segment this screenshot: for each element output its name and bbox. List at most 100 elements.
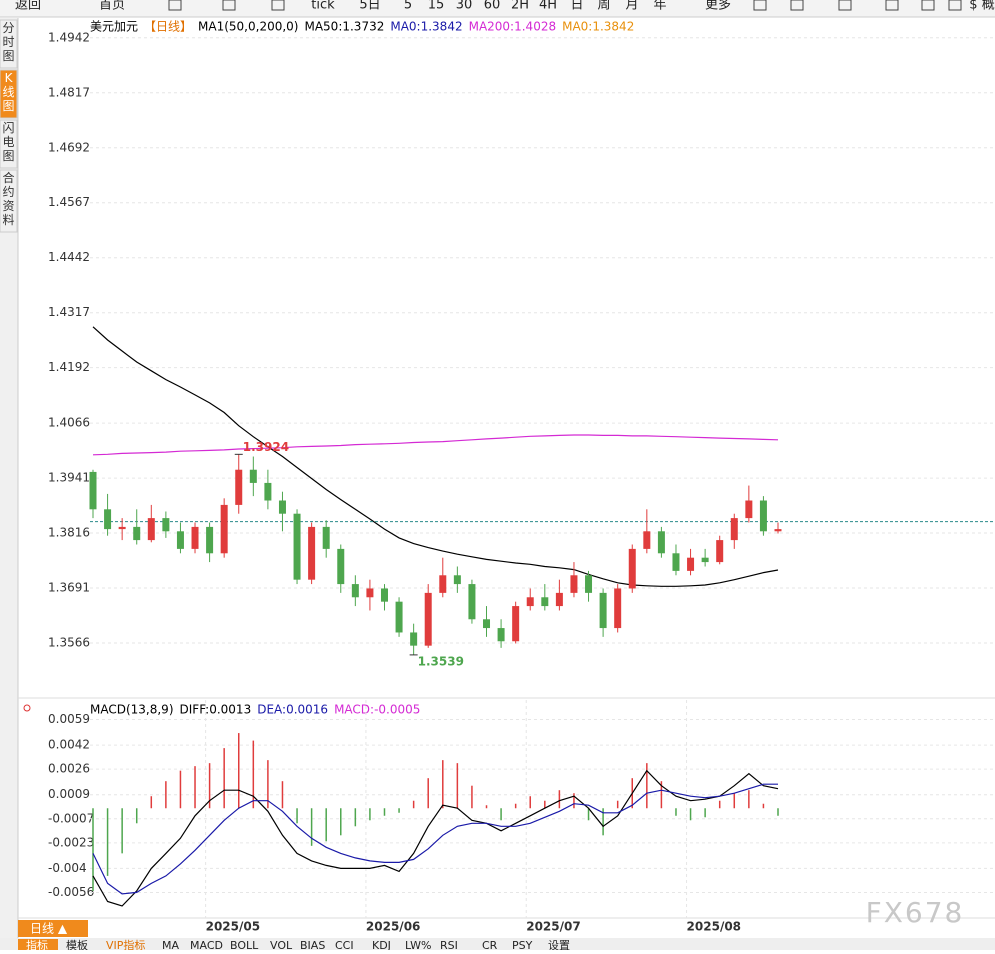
toolbar-icon[interactable] — [838, 0, 852, 11]
candle-body — [162, 518, 170, 532]
candle-body — [453, 575, 461, 585]
y-tick-label: 0.0009 — [48, 787, 90, 801]
settings-icon[interactable] — [23, 704, 31, 712]
candle-body — [133, 526, 141, 541]
toolbar-button[interactable]: 4H — [539, 0, 557, 13]
candle-body — [278, 500, 286, 514]
toolbar-button[interactable]: 5日 — [359, 0, 380, 13]
toolbar-icon[interactable] — [271, 0, 285, 11]
toolbar-icon[interactable] — [753, 0, 767, 11]
period-label: 【日线】 — [144, 20, 192, 34]
candle-body — [526, 597, 534, 607]
indicator-label: MA0:1.3842 — [390, 20, 462, 34]
bottom-tab[interactable]: BOLL — [230, 939, 259, 952]
side-tab-label: K 线图 — [2, 71, 14, 113]
candle-body — [628, 548, 636, 589]
y-tick-label: -0.0056 — [48, 885, 94, 899]
period-label: 日线 ▲ — [30, 922, 68, 936]
candle-body — [483, 619, 491, 629]
candle-body — [716, 540, 724, 563]
toolbar-icon[interactable] — [222, 0, 236, 11]
toolbar-button[interactable]: 首页 — [99, 0, 125, 13]
chart-title: 美元加元 — [90, 20, 138, 34]
candle-body — [380, 588, 388, 602]
y-tick-label: 1.3566 — [48, 636, 90, 650]
candle-body — [643, 531, 651, 549]
x-tick-label: 2025/05 — [206, 920, 260, 934]
toolbar-icon[interactable] — [948, 0, 962, 11]
high-annotation: 1.3924 — [243, 440, 289, 454]
y-tick-label: 1.3816 — [48, 526, 90, 540]
side-tab[interactable] — [0, 19, 18, 69]
side-bar — [0, 18, 18, 938]
bottom-tab[interactable]: MA — [162, 939, 179, 952]
bottom-tab[interactable]: MACD — [190, 939, 223, 952]
side-tab[interactable] — [0, 119, 18, 169]
bottom-tab[interactable]: BIAS — [300, 939, 325, 952]
bottom-tab[interactable]: 指标 — [26, 938, 48, 952]
side-tab[interactable] — [0, 69, 18, 119]
y-tick-label: -0.0007 — [48, 811, 94, 825]
bottom-tab[interactable]: CCI — [335, 939, 354, 952]
bottom-tab[interactable]: LW% — [405, 939, 431, 952]
toolbar-button[interactable]: tick — [311, 0, 335, 13]
bottom-tab[interactable]: 模板 — [66, 938, 88, 952]
candle-body — [439, 575, 447, 593]
candle-body — [118, 526, 126, 530]
indicator-line — [92, 783, 778, 895]
toolbar-icon[interactable] — [790, 0, 804, 11]
candle-body — [104, 509, 112, 530]
side-tab-label: 合约资料 — [2, 170, 14, 227]
toolbar-icon[interactable] — [885, 0, 899, 11]
toolbar-button[interactable]: 月 — [625, 0, 638, 13]
candle-body — [366, 588, 374, 598]
legend-entry: MA50:1.3732 — [304, 20, 384, 34]
y-tick-label: 0.0026 — [48, 762, 90, 776]
toolbar-button[interactable]: 返回 — [15, 0, 41, 13]
toolbar-icon[interactable] — [168, 0, 182, 11]
bottom-tab[interactable]: RSI — [440, 939, 458, 952]
y-tick-label: 1.4192 — [48, 360, 90, 374]
y-tick-label: 1.4567 — [48, 195, 90, 209]
candle-body — [264, 482, 272, 501]
candle-body — [424, 592, 432, 646]
toolbar-button[interactable]: 60 — [484, 0, 501, 13]
toolbar-button[interactable]: 30 — [456, 0, 473, 13]
bottom-tab[interactable]: VIP指标 — [106, 938, 145, 952]
bottom-tab[interactable]: CR — [482, 939, 498, 952]
bottom-tab[interactable]: 设置 — [548, 939, 570, 952]
toolbar-button[interactable]: 日 — [570, 0, 583, 13]
y-tick-label: 1.4066 — [48, 416, 90, 430]
y-tick-label: 1.3941 — [48, 471, 90, 485]
candle-body — [206, 526, 214, 554]
candle-body — [351, 584, 359, 598]
y-tick-label: 0.0059 — [48, 712, 90, 726]
toolbar-button[interactable]: $ 概 — [969, 0, 994, 13]
x-tick-label: 2025/06 — [366, 920, 420, 934]
side-tab-label: 闪电图 — [2, 121, 14, 163]
candle-body — [249, 469, 257, 483]
legend-entry: MA200:1.4028 — [469, 20, 557, 34]
toolbar-button[interactable]: 5 — [404, 0, 412, 13]
bottom-tab[interactable]: VOL — [270, 939, 293, 952]
toolbar-icon[interactable] — [921, 0, 935, 11]
candle-body — [687, 557, 695, 571]
period-button[interactable] — [18, 920, 88, 937]
toolbar-button[interactable]: 周 — [597, 0, 610, 13]
candle-body — [541, 597, 549, 607]
toolbar-button[interactable]: 更多 — [705, 0, 731, 13]
toolbar-button[interactable]: 15 — [428, 0, 445, 13]
side-tab[interactable] — [0, 169, 18, 233]
candle-body — [468, 584, 476, 620]
toolbar — [0, 0, 995, 17]
candle-body — [759, 500, 767, 532]
toolbar-button[interactable]: 年 — [653, 0, 666, 13]
candle-body — [570, 575, 578, 593]
bottom-tab[interactable]: PSY — [512, 939, 533, 952]
candle-body — [745, 500, 753, 519]
candle-body — [395, 601, 403, 633]
toolbar-button[interactable]: 2H — [511, 0, 529, 13]
bottom-tab[interactable]: KDJ — [372, 939, 391, 952]
legend-entry: DIFF:0.0013 — [180, 703, 252, 717]
